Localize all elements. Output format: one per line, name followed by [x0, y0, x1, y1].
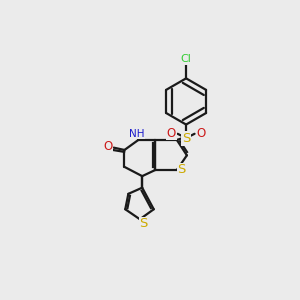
Text: S: S — [177, 164, 186, 176]
Text: NH: NH — [129, 129, 145, 139]
Text: O: O — [167, 127, 176, 140]
Text: O: O — [196, 127, 205, 140]
Text: S: S — [182, 132, 190, 145]
Text: O: O — [103, 140, 112, 153]
Text: S: S — [140, 218, 148, 230]
Text: Cl: Cl — [181, 54, 191, 64]
